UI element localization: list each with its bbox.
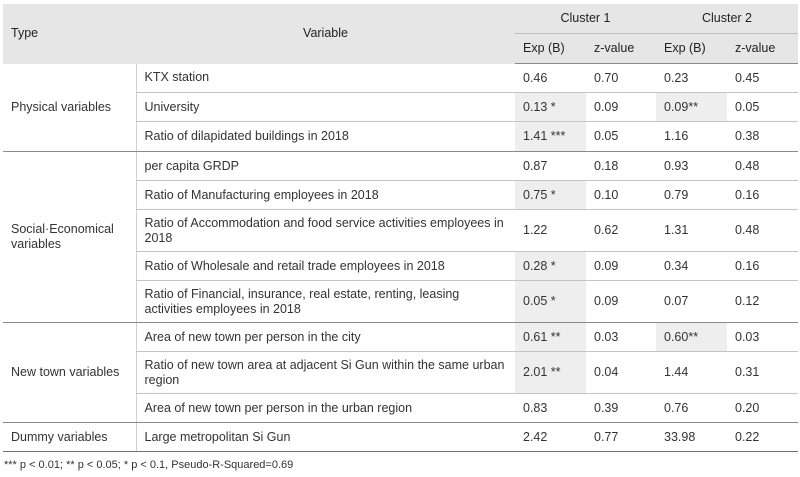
cluster-1-z-value: 0.10 [586,180,656,210]
cluster-2-z-value: 0.20 [727,393,798,423]
row-type-label: Dummy variables [3,422,136,452]
cluster-1-exp-value: 2.42 [515,422,586,452]
cluster-1-z-value: 0.04 [586,351,656,394]
cluster-2-exp-value: 0.79 [656,180,727,210]
table-row: Area of new town per person in the urban… [3,393,798,423]
variable-name: Ratio of dilapidated buildings in 2018 [135,121,515,152]
cluster-2-exp-value: 1.31 [656,209,727,252]
type-column-header: Type [3,4,136,64]
cluster-2-z-value: 0.45 [727,63,798,93]
row-type-label: New town variables [3,322,136,423]
cluster-1-exp-value: 0.05 * [515,280,586,323]
cluster-2-exp-value: 0.23 [656,63,727,93]
cluster-1-exp-value: 0.75 * [515,180,586,210]
cluster-2-z-value: 0.16 [727,180,798,210]
cluster-2-exp-value: 0.34 [656,251,727,281]
cluster-2-exp-value: 0.93 [656,151,727,181]
cluster-2-header: Cluster 2 [656,4,798,34]
cluster-2-z-header: z-value [727,33,798,64]
cluster-2-z-value: 0.31 [727,351,798,394]
cluster-1-z-value: 0.09 [586,92,656,122]
cluster-2-exp-value: 1.16 [656,121,727,152]
cluster-2-exp-value: 0.76 [656,393,727,423]
cluster-1-exp-value: 0.87 [515,151,586,181]
cluster-1-z-value: 0.70 [586,63,656,93]
variable-name: Ratio of Financial, insurance, real esta… [135,280,515,323]
cluster-2-z-value: 0.38 [727,121,798,152]
cluster-1-z-value: 0.09 [586,280,656,323]
cluster-1-exp-value: 2.01 ** [515,351,586,394]
row-type-label: Social·Economical variables [3,151,136,323]
cluster-1-z-value: 0.09 [586,251,656,281]
table-row: New town variables Area of new town per … [3,322,798,423]
cluster-2-exp-value: 0.60** [656,322,727,352]
variable-name: Area of new town per person in the city [135,322,515,352]
variable-name: Large metropolitan Si Gun [135,422,515,452]
cluster-1-exp-header: Exp (B) [515,33,586,64]
cluster-1-z-value: 0.77 [586,422,656,452]
variable-name: University [135,92,515,122]
cluster-1-exp-value: 0.28 * [515,251,586,281]
cluster-2-exp-header: Exp (B) [656,33,727,64]
cluster-2-z-value: 0.48 [727,209,798,252]
cluster-1-exp-value: 0.46 [515,63,586,93]
regression-table: Type Variable Cluster 1 Cluster 2 Exp (B… [3,4,798,452]
table-row: Ratio of dilapidated buildings in 2018 1… [3,121,798,152]
variable-name: KTX station [135,63,515,93]
table-row: Dummy variables Large metropolitan Si Gu… [3,422,798,452]
cluster-1-exp-value: 1.41 *** [515,121,586,152]
variable-name: Ratio of Manufacturing employees in 2018 [135,180,515,210]
table-footnote: *** p < 0.01; ** p < 0.05; * p < 0.1, Ps… [4,459,294,471]
table-row: Ratio of Manufacturing employees in 2018… [3,180,798,210]
header-row-1: Type Variable Cluster 1 Cluster 2 [3,4,798,64]
table-row: Ratio of new town area at adjacent Si Gu… [3,351,798,394]
table-row: Ratio of Financial, insurance, real esta… [3,280,798,323]
cluster-1-exp-value: 1.22 [515,209,586,252]
cluster-2-exp-value: 0.07 [656,280,727,323]
variable-name: Area of new town per person in the urban… [135,393,515,423]
table-row: Ratio of Wholesale and retail trade empl… [3,251,798,281]
cluster-2-z-value: 0.05 [727,92,798,122]
cluster-2-z-value: 0.22 [727,422,798,452]
cluster-2-z-value: 0.12 [727,280,798,323]
row-type-label: Physical variables [3,63,136,152]
variable-name: per capita GRDP [135,151,515,181]
variable-name: Ratio of Accommodation and food service … [135,209,515,252]
variable-name: Ratio of new town area at adjacent Si Gu… [135,351,515,394]
cluster-1-z-value: 0.39 [586,393,656,423]
cluster-1-z-header: z-value [586,33,656,64]
cluster-1-z-value: 0.05 [586,121,656,152]
cluster-2-z-value: 0.16 [727,251,798,281]
cluster-1-z-value: 0.03 [586,322,656,352]
table-row: Social·Economical variables per capita G… [3,151,798,323]
header-row-2: Exp (B) z-value Exp (B) z-value [3,33,798,64]
variable-column-header: Variable [136,4,515,64]
cluster-2-z-value: 0.03 [727,322,798,352]
cluster-2-exp-value: 0.09** [656,92,727,122]
cluster-2-z-value: 0.48 [727,151,798,181]
cluster-1-z-value: 0.18 [586,151,656,181]
cluster-1-header: Cluster 1 [515,4,656,34]
cluster-2-exp-value: 1.44 [656,351,727,394]
table-row: Physical variables KTX station 0.46 0.70… [3,63,798,152]
cluster-1-exp-value: 0.83 [515,393,586,423]
cluster-2-exp-value: 33.98 [656,422,727,452]
cluster-1-exp-value: 0.13 * [515,92,586,122]
cluster-1-exp-value: 0.61 ** [515,322,586,352]
variable-name: Ratio of Wholesale and retail trade empl… [135,251,515,281]
cluster-1-z-value: 0.62 [586,209,656,252]
table-row: University 0.13 * 0.09 0.09** 0.05 [3,92,798,122]
table-row: Ratio of Accommodation and food service … [3,209,798,252]
